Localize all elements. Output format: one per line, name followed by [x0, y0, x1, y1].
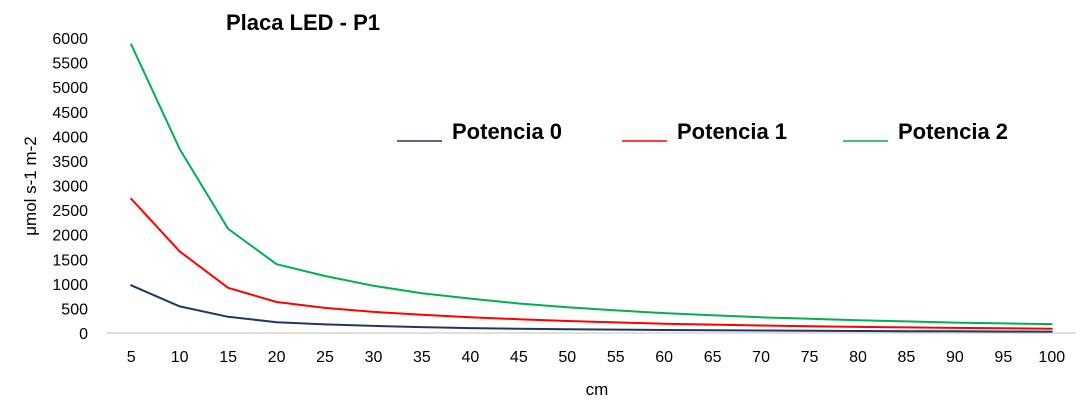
legend-item: Potencia 0 — [397, 119, 562, 144]
y-axis-ticks: 0 500 1000 1500 2000 2500 3000 3500 4000 4500 5000… — [52, 31, 88, 343]
legend-label: Potencia 0 — [452, 119, 562, 144]
x-tick-label: 80 — [849, 349, 867, 366]
x-tick-label: 75 — [801, 349, 819, 366]
series-lines — [130, 43, 1053, 333]
x-tick-label: 40 — [461, 349, 479, 366]
x-tick-label: 85 — [898, 349, 916, 366]
y-tick-label: 1500 — [52, 252, 88, 269]
x-tick-label: 15 — [219, 349, 237, 366]
y-tick-label: 6000 — [52, 31, 88, 48]
y-tick-label: 0 — [79, 326, 88, 343]
y-tick-label: 5500 — [52, 56, 88, 73]
x-tick-label: 60 — [655, 349, 673, 366]
series-line-0 — [130, 284, 1053, 333]
x-axis-title: cm — [586, 380, 609, 399]
y-tick-label: 4000 — [52, 129, 88, 146]
x-tick-label: 25 — [316, 349, 334, 366]
x-tick-label: 95 — [994, 349, 1012, 366]
x-tick-label: 65 — [704, 349, 722, 366]
x-tick-label: 35 — [413, 349, 431, 366]
legend: Potencia 0 Potencia 1 Potencia 2 — [397, 119, 1008, 144]
x-tick-label: 45 — [510, 349, 528, 366]
chart-title: Placa LED - P1 — [226, 10, 380, 35]
series-line-2 — [130, 43, 1053, 326]
legend-label: Potencia 2 — [898, 119, 1008, 144]
legend-item: Potencia 1 — [622, 119, 787, 144]
x-tick-label: 50 — [558, 349, 576, 366]
x-tick-label: 20 — [268, 349, 286, 366]
y-tick-label: 2000 — [52, 228, 88, 245]
y-tick-label: 500 — [61, 301, 88, 318]
x-tick-label: 90 — [946, 349, 964, 366]
x-axis-ticks: 5 10 15 20 25 30 35 40 45 50 55 60 65 70 75 80 85 90 95 100 — [127, 349, 1065, 366]
x-tick-label: 55 — [607, 349, 625, 366]
y-tick-label: 4500 — [52, 105, 88, 122]
series-line-1 — [130, 197, 1053, 330]
y-tick-label: 3500 — [52, 154, 88, 171]
y-tick-label: 2500 — [52, 203, 88, 220]
y-axis-title: μmol s-1 m-2 — [21, 136, 40, 236]
legend-label: Potencia 1 — [677, 119, 787, 144]
x-tick-label: 5 — [127, 349, 136, 366]
x-tick-label: 10 — [171, 349, 189, 366]
y-tick-label: 3000 — [52, 179, 88, 196]
x-tick-label: 100 — [1038, 349, 1065, 366]
y-tick-label: 5000 — [52, 80, 88, 97]
x-tick-label: 70 — [752, 349, 770, 366]
x-tick-label: 30 — [365, 349, 383, 366]
legend-item: Potencia 2 — [843, 119, 1008, 144]
y-tick-label: 1000 — [52, 277, 88, 294]
